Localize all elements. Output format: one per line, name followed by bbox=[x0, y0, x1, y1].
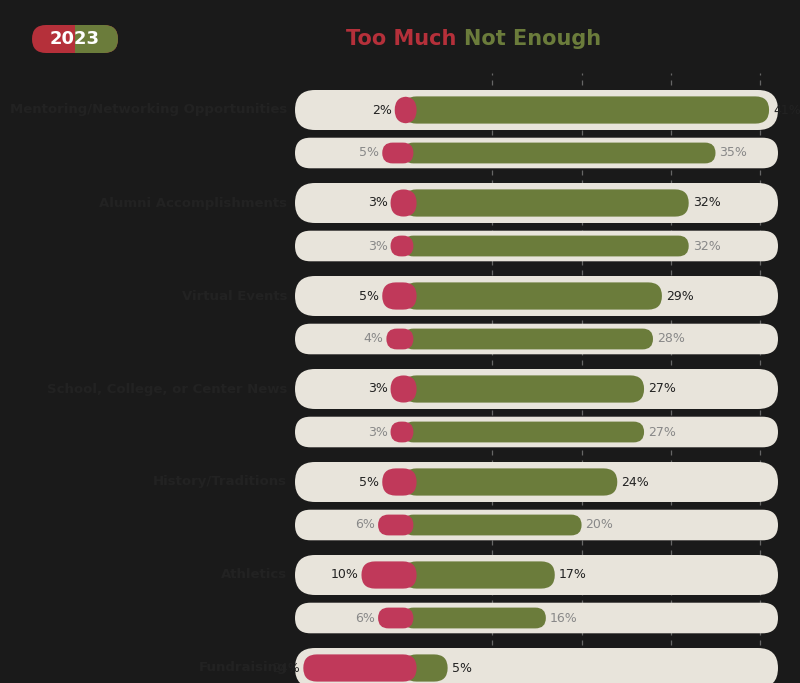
FancyBboxPatch shape bbox=[386, 329, 414, 350]
FancyBboxPatch shape bbox=[295, 231, 778, 262]
FancyBboxPatch shape bbox=[403, 329, 653, 350]
FancyBboxPatch shape bbox=[382, 469, 417, 496]
Text: 28%: 28% bbox=[657, 333, 685, 346]
FancyBboxPatch shape bbox=[390, 376, 417, 402]
FancyBboxPatch shape bbox=[403, 561, 554, 589]
Text: 32%: 32% bbox=[693, 197, 721, 210]
Text: 20%: 20% bbox=[586, 518, 614, 531]
Text: 5%: 5% bbox=[452, 662, 472, 675]
Text: Too Much: Too Much bbox=[346, 29, 456, 49]
Text: Fundraising: Fundraising bbox=[198, 662, 287, 675]
FancyBboxPatch shape bbox=[295, 417, 778, 447]
Text: 5%: 5% bbox=[359, 146, 379, 160]
Text: 5%: 5% bbox=[359, 290, 379, 303]
Text: 27%: 27% bbox=[648, 382, 676, 395]
Text: School, College, or Center News: School, College, or Center News bbox=[46, 382, 287, 395]
FancyBboxPatch shape bbox=[295, 602, 778, 633]
FancyBboxPatch shape bbox=[303, 654, 417, 682]
FancyBboxPatch shape bbox=[403, 143, 715, 163]
FancyBboxPatch shape bbox=[295, 90, 778, 130]
Text: 4%: 4% bbox=[363, 333, 383, 346]
FancyBboxPatch shape bbox=[295, 369, 778, 409]
FancyBboxPatch shape bbox=[32, 25, 118, 53]
FancyBboxPatch shape bbox=[403, 421, 644, 443]
FancyBboxPatch shape bbox=[295, 276, 778, 316]
FancyBboxPatch shape bbox=[403, 282, 662, 309]
Text: 6%: 6% bbox=[355, 518, 375, 531]
Text: 35%: 35% bbox=[719, 146, 747, 160]
FancyBboxPatch shape bbox=[32, 25, 118, 53]
FancyBboxPatch shape bbox=[390, 421, 414, 443]
FancyBboxPatch shape bbox=[362, 561, 417, 589]
Text: 32%: 32% bbox=[693, 240, 721, 253]
Text: 17%: 17% bbox=[558, 568, 586, 581]
Text: 3%: 3% bbox=[368, 240, 387, 253]
Text: Mentoring/Networking Opportunities: Mentoring/Networking Opportunities bbox=[10, 104, 287, 117]
Text: 24%: 24% bbox=[273, 662, 300, 675]
FancyBboxPatch shape bbox=[382, 143, 414, 163]
Text: 27%: 27% bbox=[648, 426, 676, 438]
FancyBboxPatch shape bbox=[295, 462, 778, 502]
Text: 41%: 41% bbox=[773, 104, 800, 117]
FancyBboxPatch shape bbox=[394, 96, 417, 124]
Text: 2%: 2% bbox=[372, 104, 392, 117]
FancyBboxPatch shape bbox=[382, 282, 417, 309]
Text: 16%: 16% bbox=[550, 611, 578, 624]
FancyBboxPatch shape bbox=[403, 189, 689, 217]
Text: Not Enough: Not Enough bbox=[464, 29, 601, 49]
FancyBboxPatch shape bbox=[390, 189, 417, 217]
FancyBboxPatch shape bbox=[390, 236, 414, 256]
Text: 24%: 24% bbox=[622, 475, 649, 488]
FancyBboxPatch shape bbox=[403, 96, 769, 124]
FancyBboxPatch shape bbox=[403, 469, 618, 496]
Text: 3%: 3% bbox=[368, 382, 387, 395]
Text: 3%: 3% bbox=[368, 426, 387, 438]
Text: Alumni Accomplishments: Alumni Accomplishments bbox=[99, 197, 287, 210]
FancyBboxPatch shape bbox=[295, 324, 778, 354]
FancyBboxPatch shape bbox=[403, 376, 644, 402]
Text: History/Traditions: History/Traditions bbox=[153, 475, 287, 488]
Text: 3%: 3% bbox=[368, 197, 387, 210]
FancyBboxPatch shape bbox=[403, 654, 448, 682]
Text: 6%: 6% bbox=[355, 611, 375, 624]
Text: 29%: 29% bbox=[666, 290, 694, 303]
Text: 5%: 5% bbox=[359, 475, 379, 488]
FancyBboxPatch shape bbox=[403, 608, 546, 628]
FancyBboxPatch shape bbox=[295, 648, 778, 683]
Text: 10%: 10% bbox=[330, 568, 358, 581]
FancyBboxPatch shape bbox=[378, 514, 414, 535]
FancyBboxPatch shape bbox=[403, 236, 689, 256]
FancyBboxPatch shape bbox=[295, 555, 778, 595]
FancyBboxPatch shape bbox=[295, 510, 778, 540]
Text: Athletics: Athletics bbox=[221, 568, 287, 581]
FancyBboxPatch shape bbox=[378, 608, 414, 628]
FancyBboxPatch shape bbox=[295, 138, 778, 168]
FancyBboxPatch shape bbox=[403, 514, 582, 535]
FancyBboxPatch shape bbox=[295, 183, 778, 223]
Text: Virtual Events: Virtual Events bbox=[182, 290, 287, 303]
Text: 2023: 2023 bbox=[50, 30, 100, 48]
